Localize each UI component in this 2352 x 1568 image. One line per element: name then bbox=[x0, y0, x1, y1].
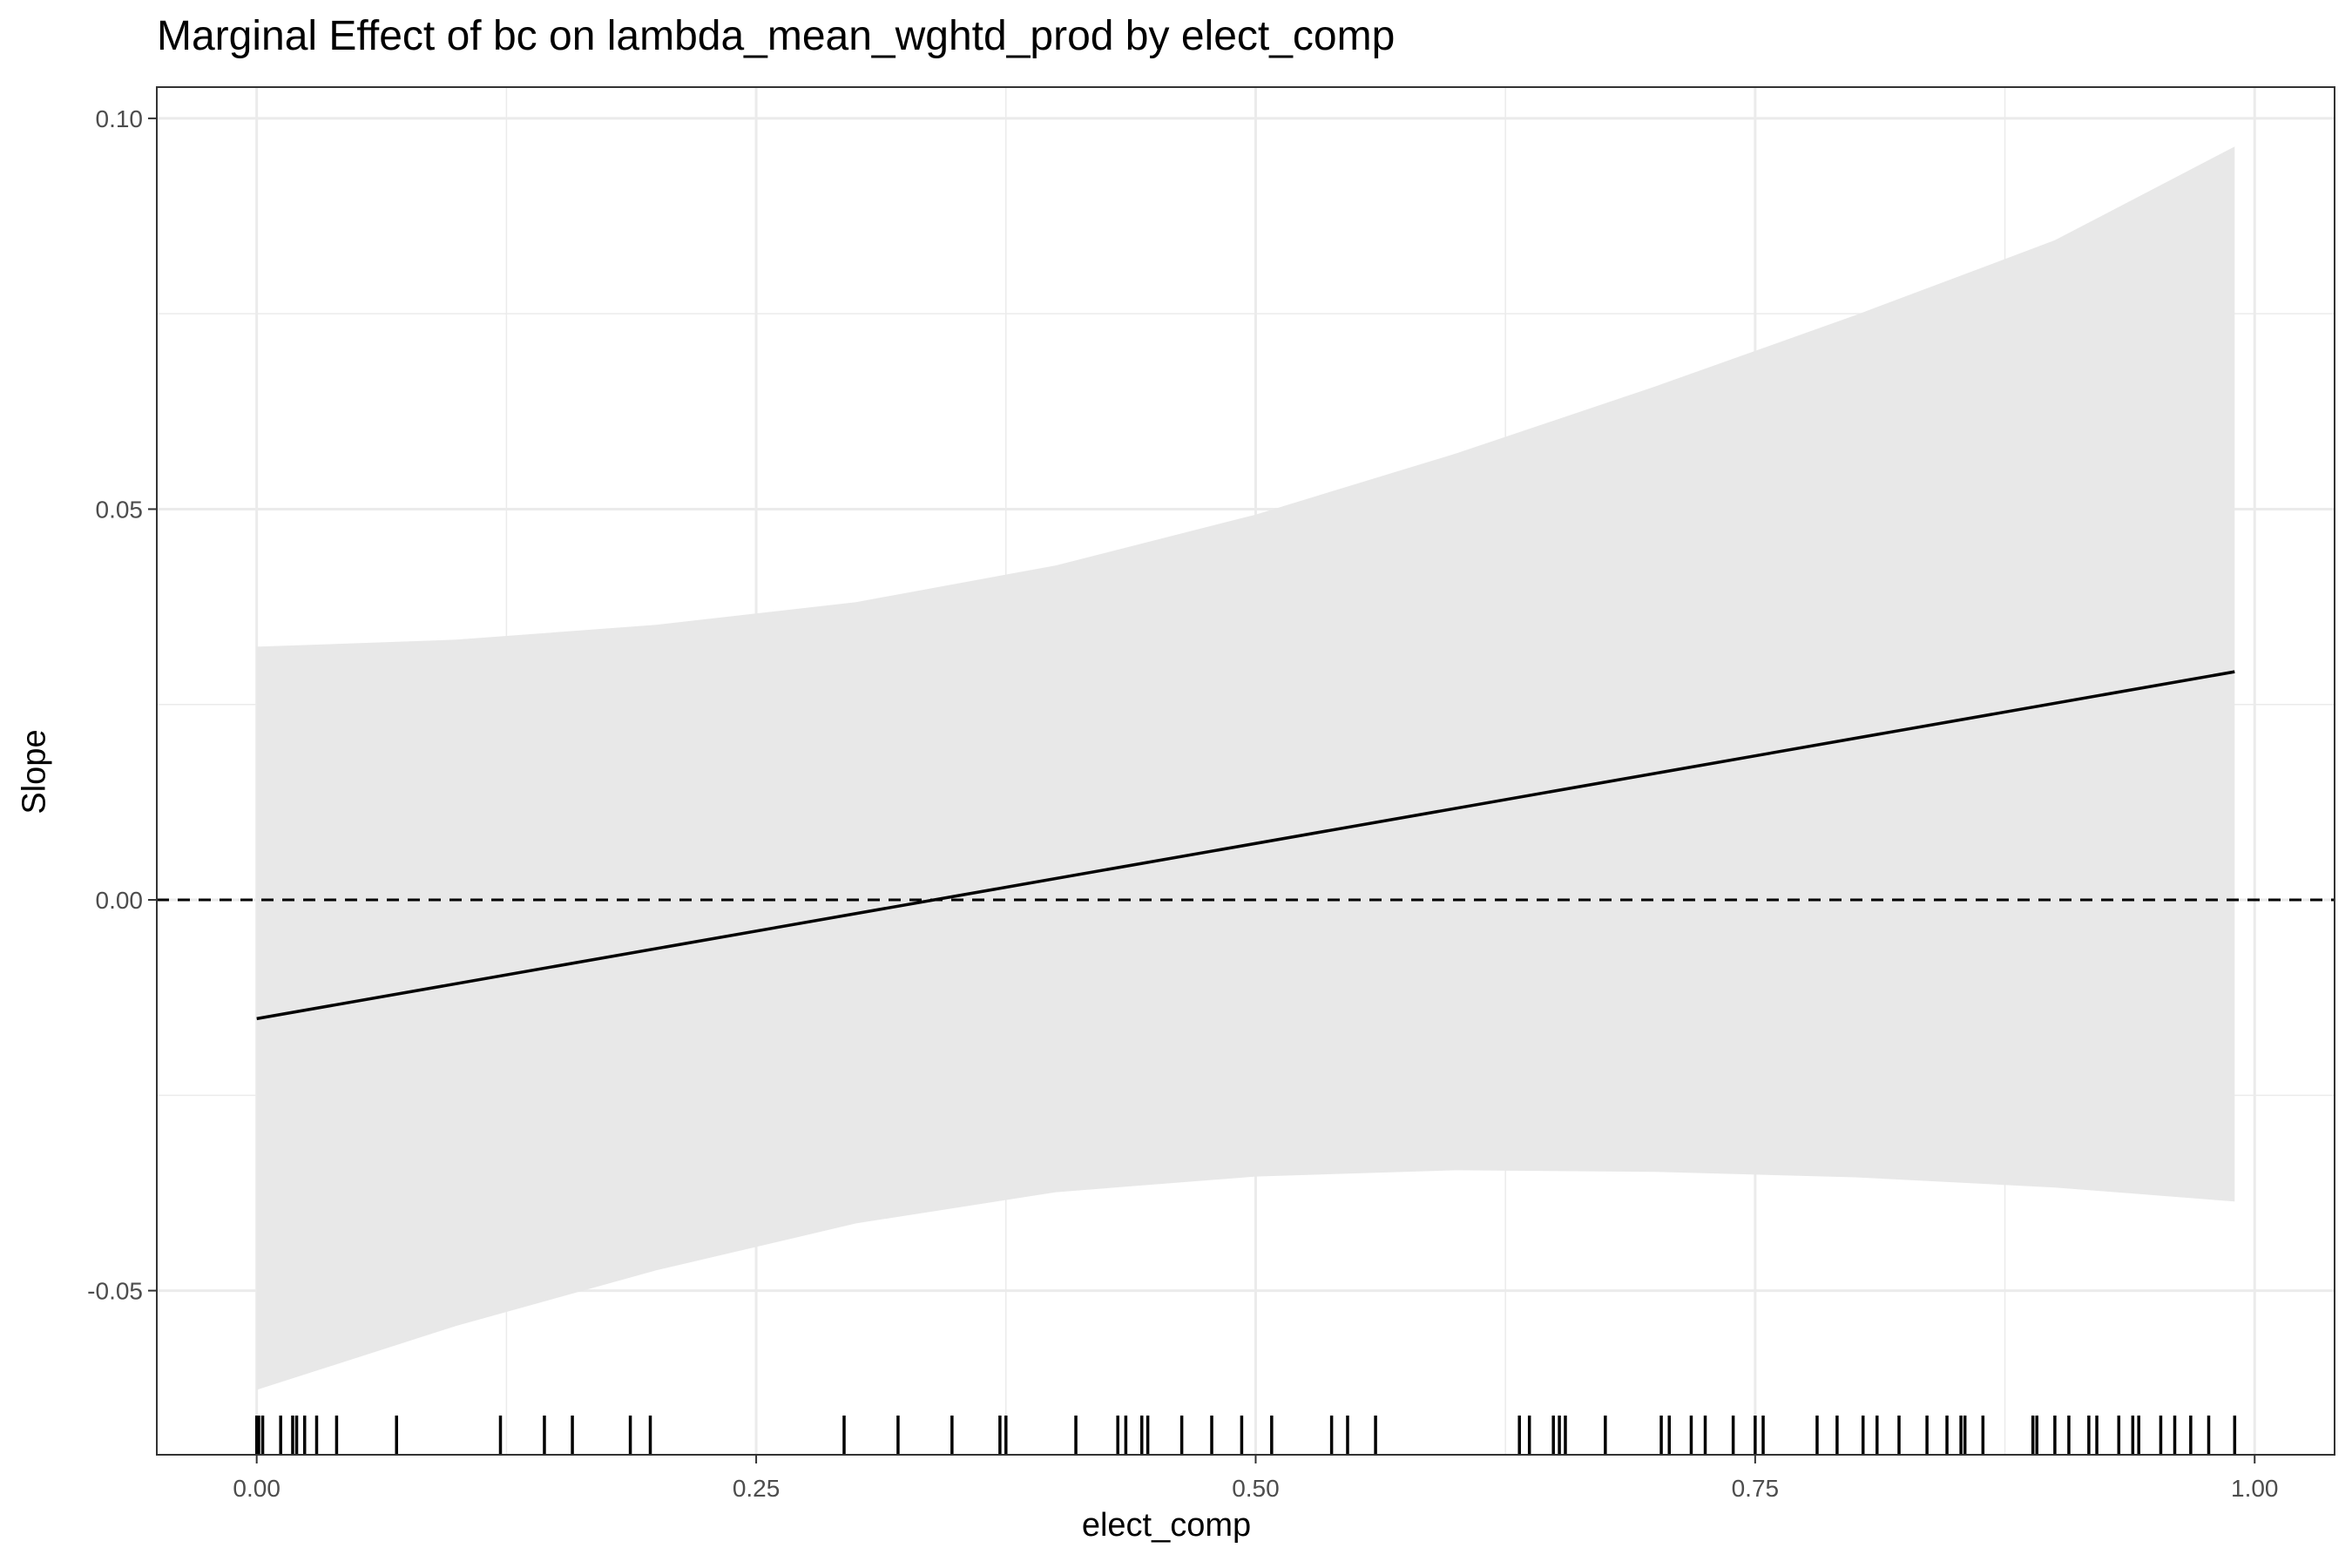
marginal-effect-line bbox=[256, 670, 2235, 1021]
y-tick-label: -0.05 bbox=[87, 1278, 143, 1305]
y-tick-label: 0.00 bbox=[96, 887, 144, 914]
x-tick-label: 0.00 bbox=[233, 1475, 280, 1502]
x-tick-label: 0.50 bbox=[1232, 1475, 1280, 1502]
x-tick-label: 0.25 bbox=[733, 1475, 781, 1502]
plot-panel-border bbox=[156, 86, 2335, 1456]
y-tick-label: 0.10 bbox=[96, 105, 144, 132]
x-tick-label: 0.75 bbox=[1732, 1475, 1780, 1502]
confidence-band-group bbox=[256, 146, 2235, 1390]
y-tick-label: 0.05 bbox=[96, 496, 144, 523]
rug-marks-group bbox=[254, 1416, 2237, 1455]
x-axis: 0.00 0.25 0.50 0.75 1.00 bbox=[233, 1455, 2279, 1502]
y-axis: -0.05 0.00 0.05 0.10 bbox=[87, 105, 157, 1305]
series-group bbox=[256, 670, 2235, 1021]
x-tick-label: 1.00 bbox=[2231, 1475, 2279, 1502]
chart-title: Marginal Effect of bc on lambda_mean_wgh… bbox=[157, 13, 1396, 59]
confidence-band bbox=[256, 146, 2235, 1390]
x-axis-label: elect_comp bbox=[1081, 1507, 1252, 1544]
